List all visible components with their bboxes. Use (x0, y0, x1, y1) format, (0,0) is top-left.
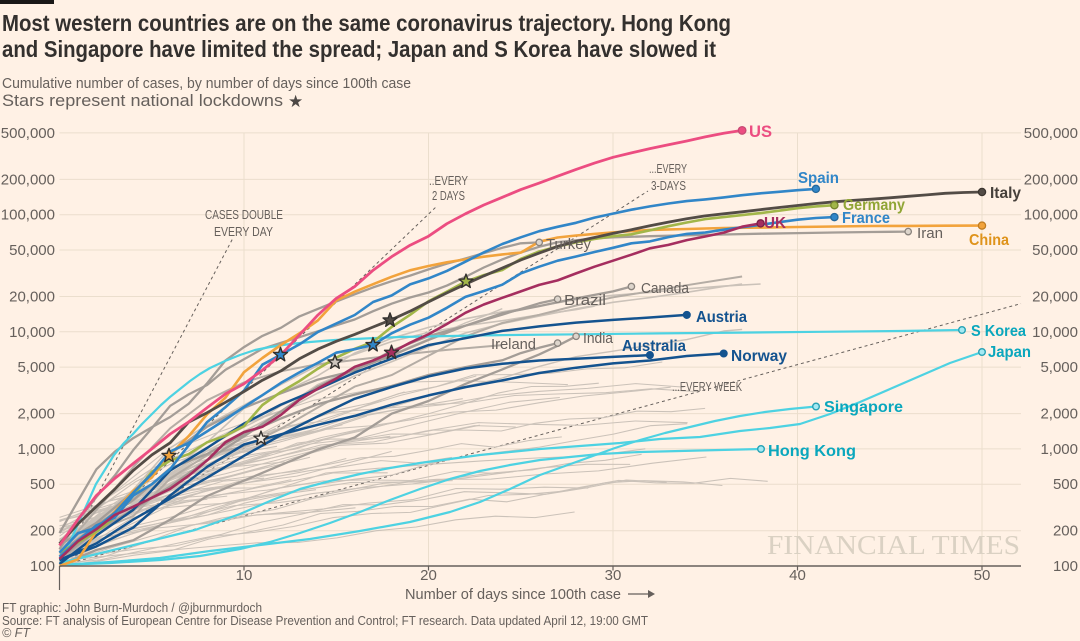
svg-text:200: 200 (1053, 523, 1078, 540)
svg-text:★: ★ (288, 92, 303, 111)
svg-text:FINANCIAL TIMES: FINANCIAL TIMES (767, 530, 1020, 560)
svg-text:FT graphic: John Burn-Murdoch: FT graphic: John Burn-Murdoch / @jburnmu… (2, 601, 262, 615)
svg-text:CASES DOUBLE: CASES DOUBLE (205, 208, 283, 222)
svg-text:..EVERY: ..EVERY (429, 174, 469, 188)
svg-text:500: 500 (1053, 476, 1078, 493)
svg-text:Canada: Canada (641, 280, 690, 297)
svg-text:1,000: 1,000 (17, 441, 55, 458)
svg-text:200,000: 200,000 (1, 171, 55, 188)
svg-text:200,000: 200,000 (1024, 171, 1078, 188)
svg-text:Number of days since 100th cas: Number of days since 100th case (405, 586, 621, 603)
svg-text:100: 100 (30, 558, 55, 575)
svg-text:Italy: Italy (990, 185, 1021, 202)
svg-text:2,000: 2,000 (1040, 406, 1078, 423)
svg-text:10: 10 (236, 567, 253, 584)
svg-text:Turkey: Turkey (546, 236, 591, 253)
svg-text:100,000: 100,000 (1, 207, 55, 224)
svg-text:200: 200 (30, 523, 55, 540)
svg-text:5,000: 5,000 (1040, 359, 1078, 376)
svg-text:© FT: © FT (2, 626, 31, 640)
svg-text:India: India (583, 330, 614, 347)
svg-text:40: 40 (789, 567, 806, 584)
svg-text:Australia: Australia (622, 338, 686, 355)
svg-text:1,000: 1,000 (1040, 441, 1078, 458)
svg-text:UK: UK (764, 215, 786, 232)
svg-text:Singapore: Singapore (824, 399, 903, 416)
svg-text:50,000: 50,000 (1032, 242, 1078, 259)
svg-text:20,000: 20,000 (9, 289, 55, 306)
svg-text:50,000: 50,000 (9, 242, 55, 259)
svg-text:30: 30 (605, 567, 622, 584)
svg-text:...EVERY: ...EVERY (649, 162, 687, 176)
svg-text:Brazil: Brazil (564, 292, 606, 309)
svg-text:100,000: 100,000 (1024, 207, 1078, 224)
svg-text:Ireland: Ireland (491, 336, 536, 353)
svg-text:20: 20 (420, 567, 437, 584)
svg-text:Most western countries are on: Most western countries are on the same c… (2, 10, 731, 36)
svg-text:S Korea: S Korea (971, 323, 1026, 340)
svg-text:Stars represent national lockd: Stars represent national lockdowns (2, 92, 283, 110)
svg-text:10,000: 10,000 (1032, 324, 1078, 341)
svg-text:China: China (969, 232, 1009, 249)
svg-text:Japan: Japan (988, 344, 1031, 361)
svg-text:US: US (749, 123, 772, 141)
svg-text:Cumulative number of cases, by: Cumulative number of cases, by number of… (2, 75, 411, 92)
svg-text:EVERY DAY: EVERY DAY (214, 225, 274, 239)
svg-text:Source: FT analysis of Europea: Source: FT analysis of European Centre f… (2, 614, 648, 628)
svg-text:Germany: Germany (843, 197, 905, 214)
svg-text:Hong Kong: Hong Kong (768, 443, 856, 460)
svg-text:Iran: Iran (917, 225, 943, 242)
svg-text:100: 100 (1053, 558, 1078, 575)
svg-text:500,000: 500,000 (1024, 125, 1078, 142)
svg-text:3-DAYS: 3-DAYS (651, 179, 686, 193)
svg-text:50: 50 (974, 567, 991, 584)
svg-text:France: France (842, 210, 890, 227)
svg-text:and Singapore have limited the: and Singapore have limited the spread; J… (2, 36, 716, 62)
svg-text:2,000: 2,000 (17, 406, 55, 423)
svg-text:500,000: 500,000 (1, 125, 55, 142)
svg-text:10,000: 10,000 (9, 324, 55, 341)
svg-text:Spain: Spain (798, 170, 839, 187)
svg-text:...EVERY WEEK: ...EVERY WEEK (672, 380, 742, 394)
svg-text:2 DAYS: 2 DAYS (432, 189, 465, 203)
svg-text:Austria: Austria (696, 309, 747, 326)
svg-text:Norway: Norway (731, 348, 787, 365)
svg-text:500: 500 (30, 476, 55, 493)
svg-text:20,000: 20,000 (1032, 289, 1078, 306)
svg-text:5,000: 5,000 (17, 359, 55, 376)
